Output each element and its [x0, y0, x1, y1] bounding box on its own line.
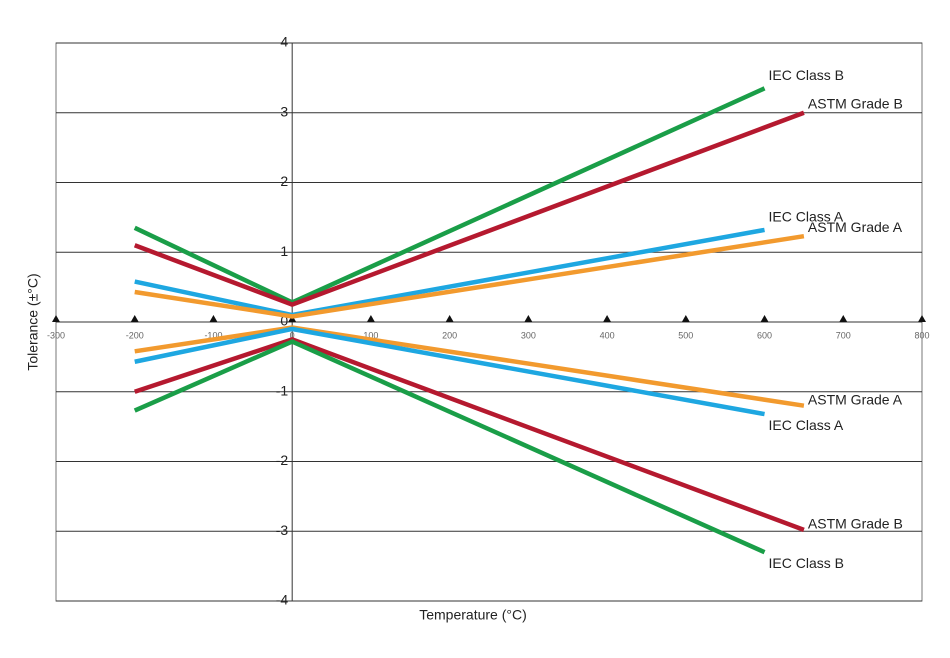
series-label: ASTM Grade A — [808, 391, 903, 407]
x-tick-label: -200 — [126, 330, 144, 340]
x-tick-mark — [839, 315, 848, 322]
x-tick-label: 700 — [836, 330, 851, 340]
x-tick-label: 0 — [290, 330, 295, 340]
x-tick-label: 500 — [678, 330, 693, 340]
x-tick-mark — [445, 315, 454, 322]
series-label: ASTM Grade A — [808, 219, 903, 235]
y-tick-label: 1 — [280, 243, 288, 259]
x-tick-mark — [681, 315, 690, 322]
x-tick-mark — [130, 315, 139, 322]
y-tick-label: -2 — [276, 452, 289, 468]
y-tick-label: -4 — [276, 592, 289, 608]
x-tick-label: 800 — [914, 330, 929, 340]
x-tick-label: 400 — [600, 330, 615, 340]
series-label: IEC Class B — [769, 67, 844, 83]
y-tick-label: 0 — [280, 313, 288, 329]
y-tick-label: 4 — [280, 34, 288, 50]
x-tick-label: -300 — [47, 330, 65, 340]
x-tick-mark — [52, 315, 60, 322]
x-tick-mark — [918, 315, 926, 322]
y-tick-label: -1 — [276, 382, 289, 398]
x-axis-label: Temperature (°C) — [419, 607, 527, 623]
x-tick-label: 600 — [757, 330, 772, 340]
x-tick-mark — [760, 315, 769, 322]
y-tick-label: 2 — [280, 173, 288, 189]
x-tick-label: 300 — [521, 330, 536, 340]
series-label: IEC Class B — [769, 555, 844, 571]
series-line — [133, 339, 766, 555]
x-tick-label: 100 — [363, 330, 378, 340]
x-tick-mark — [603, 315, 612, 322]
x-tick-mark — [524, 315, 533, 322]
series-line — [133, 110, 805, 307]
series-line — [134, 233, 805, 319]
series-label: IEC Class A — [769, 417, 844, 433]
x-tick-label: -100 — [204, 330, 222, 340]
series-label: ASTM Grade B — [808, 516, 903, 532]
y-axis-label: Tolerance (±°C) — [25, 273, 41, 370]
series-label: IEC Class A — [769, 209, 844, 225]
y-tick-label: 3 — [280, 103, 288, 119]
series-label: ASTM Grade B — [808, 95, 903, 111]
x-tick-mark — [366, 315, 375, 322]
y-tick-label: -3 — [276, 522, 289, 538]
series-line — [134, 326, 765, 417]
x-tick-label: 200 — [442, 330, 457, 340]
series-line — [133, 86, 766, 305]
x-tick-mark — [209, 315, 218, 322]
